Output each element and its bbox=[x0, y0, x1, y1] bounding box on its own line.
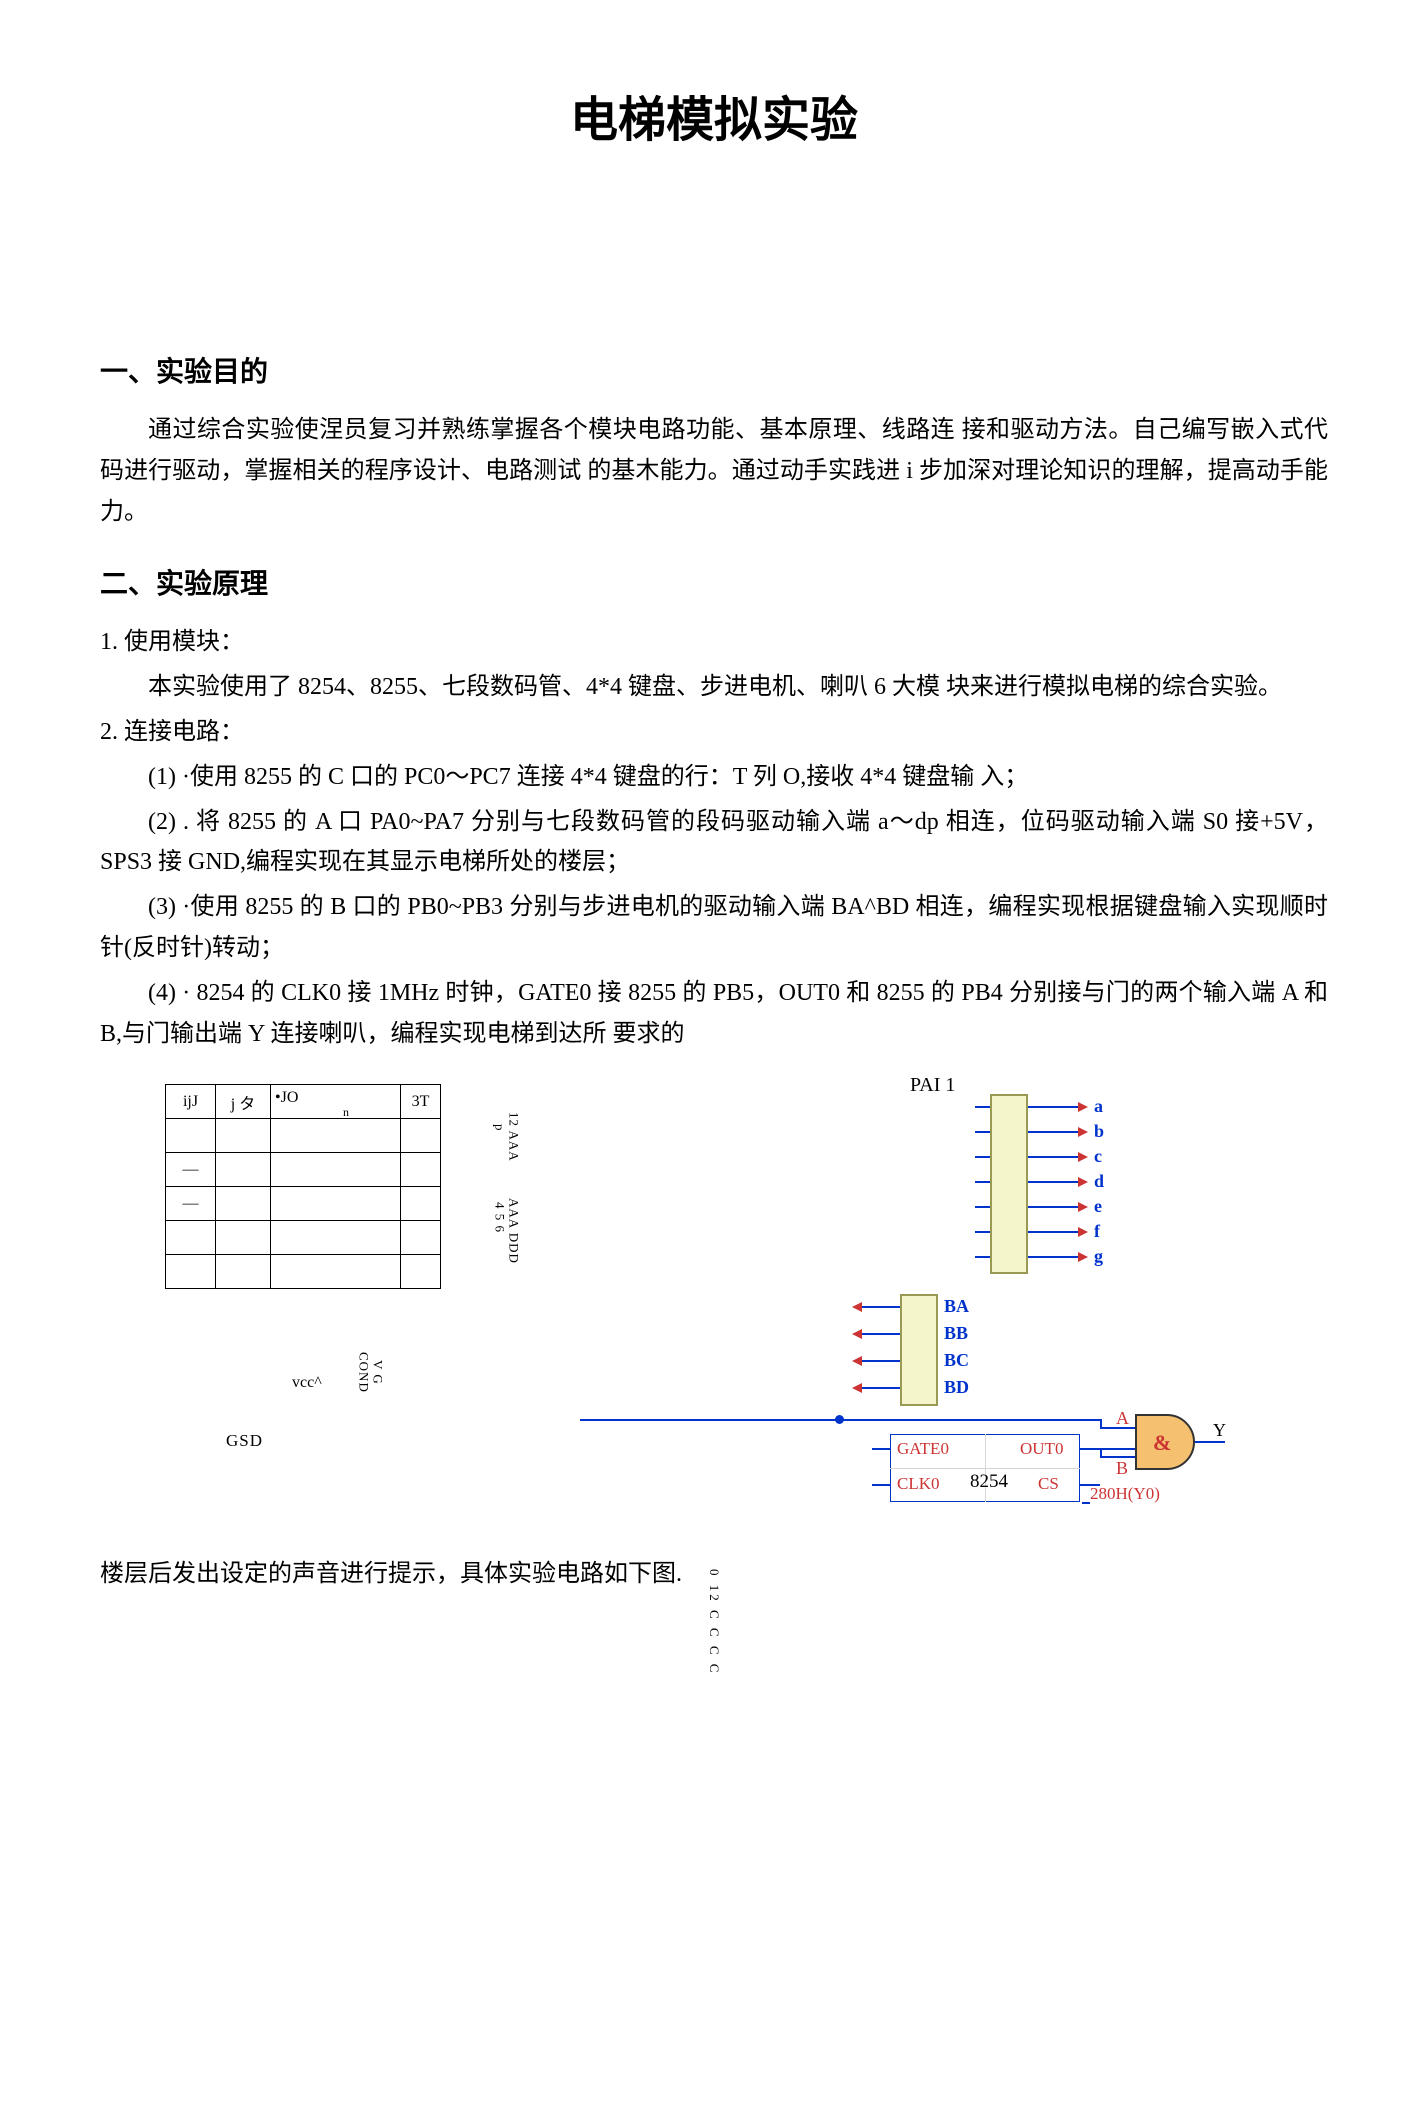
label-p: p bbox=[492, 1124, 506, 1132]
table-header: •JO bbox=[275, 1089, 298, 1107]
gate-pin-y: Y bbox=[1213, 1420, 1226, 1441]
gsd-label: GSD bbox=[226, 1432, 263, 1451]
table-header: j タ bbox=[216, 1085, 271, 1119]
motor-port-block bbox=[900, 1294, 938, 1406]
seg-pin: b bbox=[1094, 1121, 1104, 1142]
pai-label: PAI 1 bbox=[910, 1074, 955, 1097]
chip-name: 8254 bbox=[970, 1471, 1008, 1493]
circuit-detail-4: (4) · 8254 的 CLK0 接 1MHz 时钟，GATE0 接 8255… bbox=[100, 973, 1328, 1055]
seg-port-block bbox=[990, 1094, 1028, 1274]
footer-code: 0 12 C C C C bbox=[706, 1569, 722, 1675]
addr-label: 280H(Y0) bbox=[1090, 1484, 1160, 1504]
seg-pin: g bbox=[1094, 1246, 1103, 1267]
and-gate: & bbox=[1135, 1414, 1195, 1470]
document-title: 电梯模拟实验 bbox=[100, 80, 1328, 150]
purpose-paragraph: 通过综合实验使涅员复习并熟练掌握各个模块电路功能、基本原理、线路连 接和驱动方法… bbox=[100, 410, 1328, 532]
label-aaaddd: AAA DDD bbox=[506, 1198, 520, 1264]
section-heading-principle: 二、实验原理 bbox=[100, 562, 1328, 602]
chip-cs: CS bbox=[1038, 1474, 1059, 1494]
circuit-diagram: ijJ j タ •JO n 3T — — p 12 AAA 4 5 6 AAA … bbox=[100, 1074, 1328, 1534]
schematic-block: PAI 1 a b c d e f g BA BB BC BD bbox=[780, 1074, 1280, 1514]
motor-pin: BB bbox=[944, 1323, 968, 1344]
label-vg: V G bbox=[370, 1360, 384, 1385]
circuit-detail-3: (3) ·使用 8255 的 B 口的 PB0~PB3 分别与步进电机的驱动输入… bbox=[100, 887, 1328, 969]
circuit-detail-2: (2) . 将 8255 的 A 口 PA0~PA7 分别与七段数码管的段码驱动… bbox=[100, 802, 1328, 884]
module-item-body: 本实验使用了 8254、8255、七段数码管、4*4 键盘、步进电机、喇叭 6 … bbox=[100, 667, 1328, 708]
signal-table: ijJ j タ •JO n 3T — — bbox=[165, 1084, 441, 1289]
label-456: 4 5 6 bbox=[492, 1202, 506, 1233]
module-item-label: 1. 使用模块： bbox=[100, 622, 1328, 663]
seg-pin: d bbox=[1094, 1171, 1104, 1192]
table-header: 3T bbox=[401, 1085, 441, 1119]
label-cond: COND bbox=[356, 1352, 370, 1393]
seg-pin: e bbox=[1094, 1196, 1102, 1217]
seg-pin: f bbox=[1094, 1221, 1100, 1242]
label-12aaa: 12 AAA bbox=[506, 1112, 520, 1162]
circuit-item-label: 2. 连接电路： bbox=[100, 712, 1328, 753]
section-heading-purpose: 一、实验目的 bbox=[100, 350, 1328, 390]
motor-pin: BA bbox=[944, 1296, 969, 1317]
chip-gate0: GATE0 bbox=[897, 1439, 949, 1459]
table-header: ijJ bbox=[166, 1085, 216, 1119]
gate-pin-a: A bbox=[1116, 1408, 1129, 1429]
and-symbol: & bbox=[1153, 1430, 1171, 1456]
chip-out0: OUT0 bbox=[1020, 1439, 1063, 1459]
motor-pin: BD bbox=[944, 1377, 969, 1398]
vcc-label: vcc^ bbox=[292, 1374, 322, 1392]
chip-clk0: CLK0 bbox=[897, 1474, 940, 1494]
seg-pin: a bbox=[1094, 1096, 1103, 1117]
circuit-detail-1: (1) ·使用 8255 的 C 口的 PC0～PC7 连接 4*4 键盘的行：… bbox=[100, 757, 1328, 798]
motor-pin: BC bbox=[944, 1350, 969, 1371]
gate-pin-b: B bbox=[1116, 1458, 1128, 1479]
seg-pin: c bbox=[1094, 1146, 1102, 1167]
